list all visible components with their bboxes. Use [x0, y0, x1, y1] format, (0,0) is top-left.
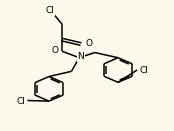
- Text: Cl: Cl: [16, 97, 25, 106]
- Text: Cl: Cl: [45, 6, 54, 15]
- Text: O: O: [52, 46, 59, 55]
- Text: Cl: Cl: [140, 66, 148, 75]
- Text: N: N: [78, 52, 84, 61]
- Text: O: O: [85, 39, 92, 48]
